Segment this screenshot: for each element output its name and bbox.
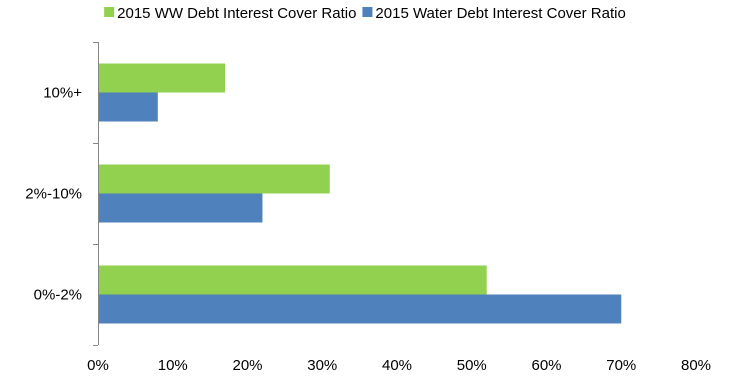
bar-water-0: [98, 92, 158, 122]
legend-swatch: [104, 7, 115, 17]
x-tick-label: 0%: [87, 357, 109, 374]
bar-ww-0: [98, 63, 226, 93]
category-label: 2%-10%: [25, 186, 82, 203]
x-tick-label: 80%: [681, 357, 711, 374]
bar-water-2: [98, 294, 622, 324]
legend: 2015 WW Debt Interest Cover Ratio 2015 Wa…: [104, 5, 626, 22]
x-tick-label: 70%: [606, 357, 636, 374]
x-tick-label: 20%: [232, 357, 262, 374]
x-tick-label: 50%: [457, 357, 487, 374]
bar-water-1: [98, 193, 263, 223]
plot-area: 10%+ 2%-10% 0%-2% 0% 10% 20% 30% 40% 50% 60% 70% 80…: [25, 42, 711, 374]
x-tick-label: 30%: [307, 357, 337, 374]
legend-label: 2015 Water Debt Interest Cover Ratio: [375, 5, 625, 22]
legend-item: 2015 WW Debt Interest Cover Ratio: [104, 5, 356, 22]
category-label: 0%-2%: [34, 287, 82, 304]
category-label: 10%+: [43, 85, 82, 102]
legend-item: 2015 Water Debt Interest Cover Ratio: [362, 5, 626, 22]
legend-swatch: [362, 7, 373, 17]
bar-ww-2: [98, 265, 487, 295]
x-tick-label: 10%: [158, 357, 188, 374]
x-tick-label: 60%: [531, 357, 561, 374]
bar-ww-1: [98, 164, 330, 194]
x-tick-label: 40%: [382, 357, 412, 374]
legend-label: 2015 WW Debt Interest Cover Ratio: [117, 5, 356, 22]
